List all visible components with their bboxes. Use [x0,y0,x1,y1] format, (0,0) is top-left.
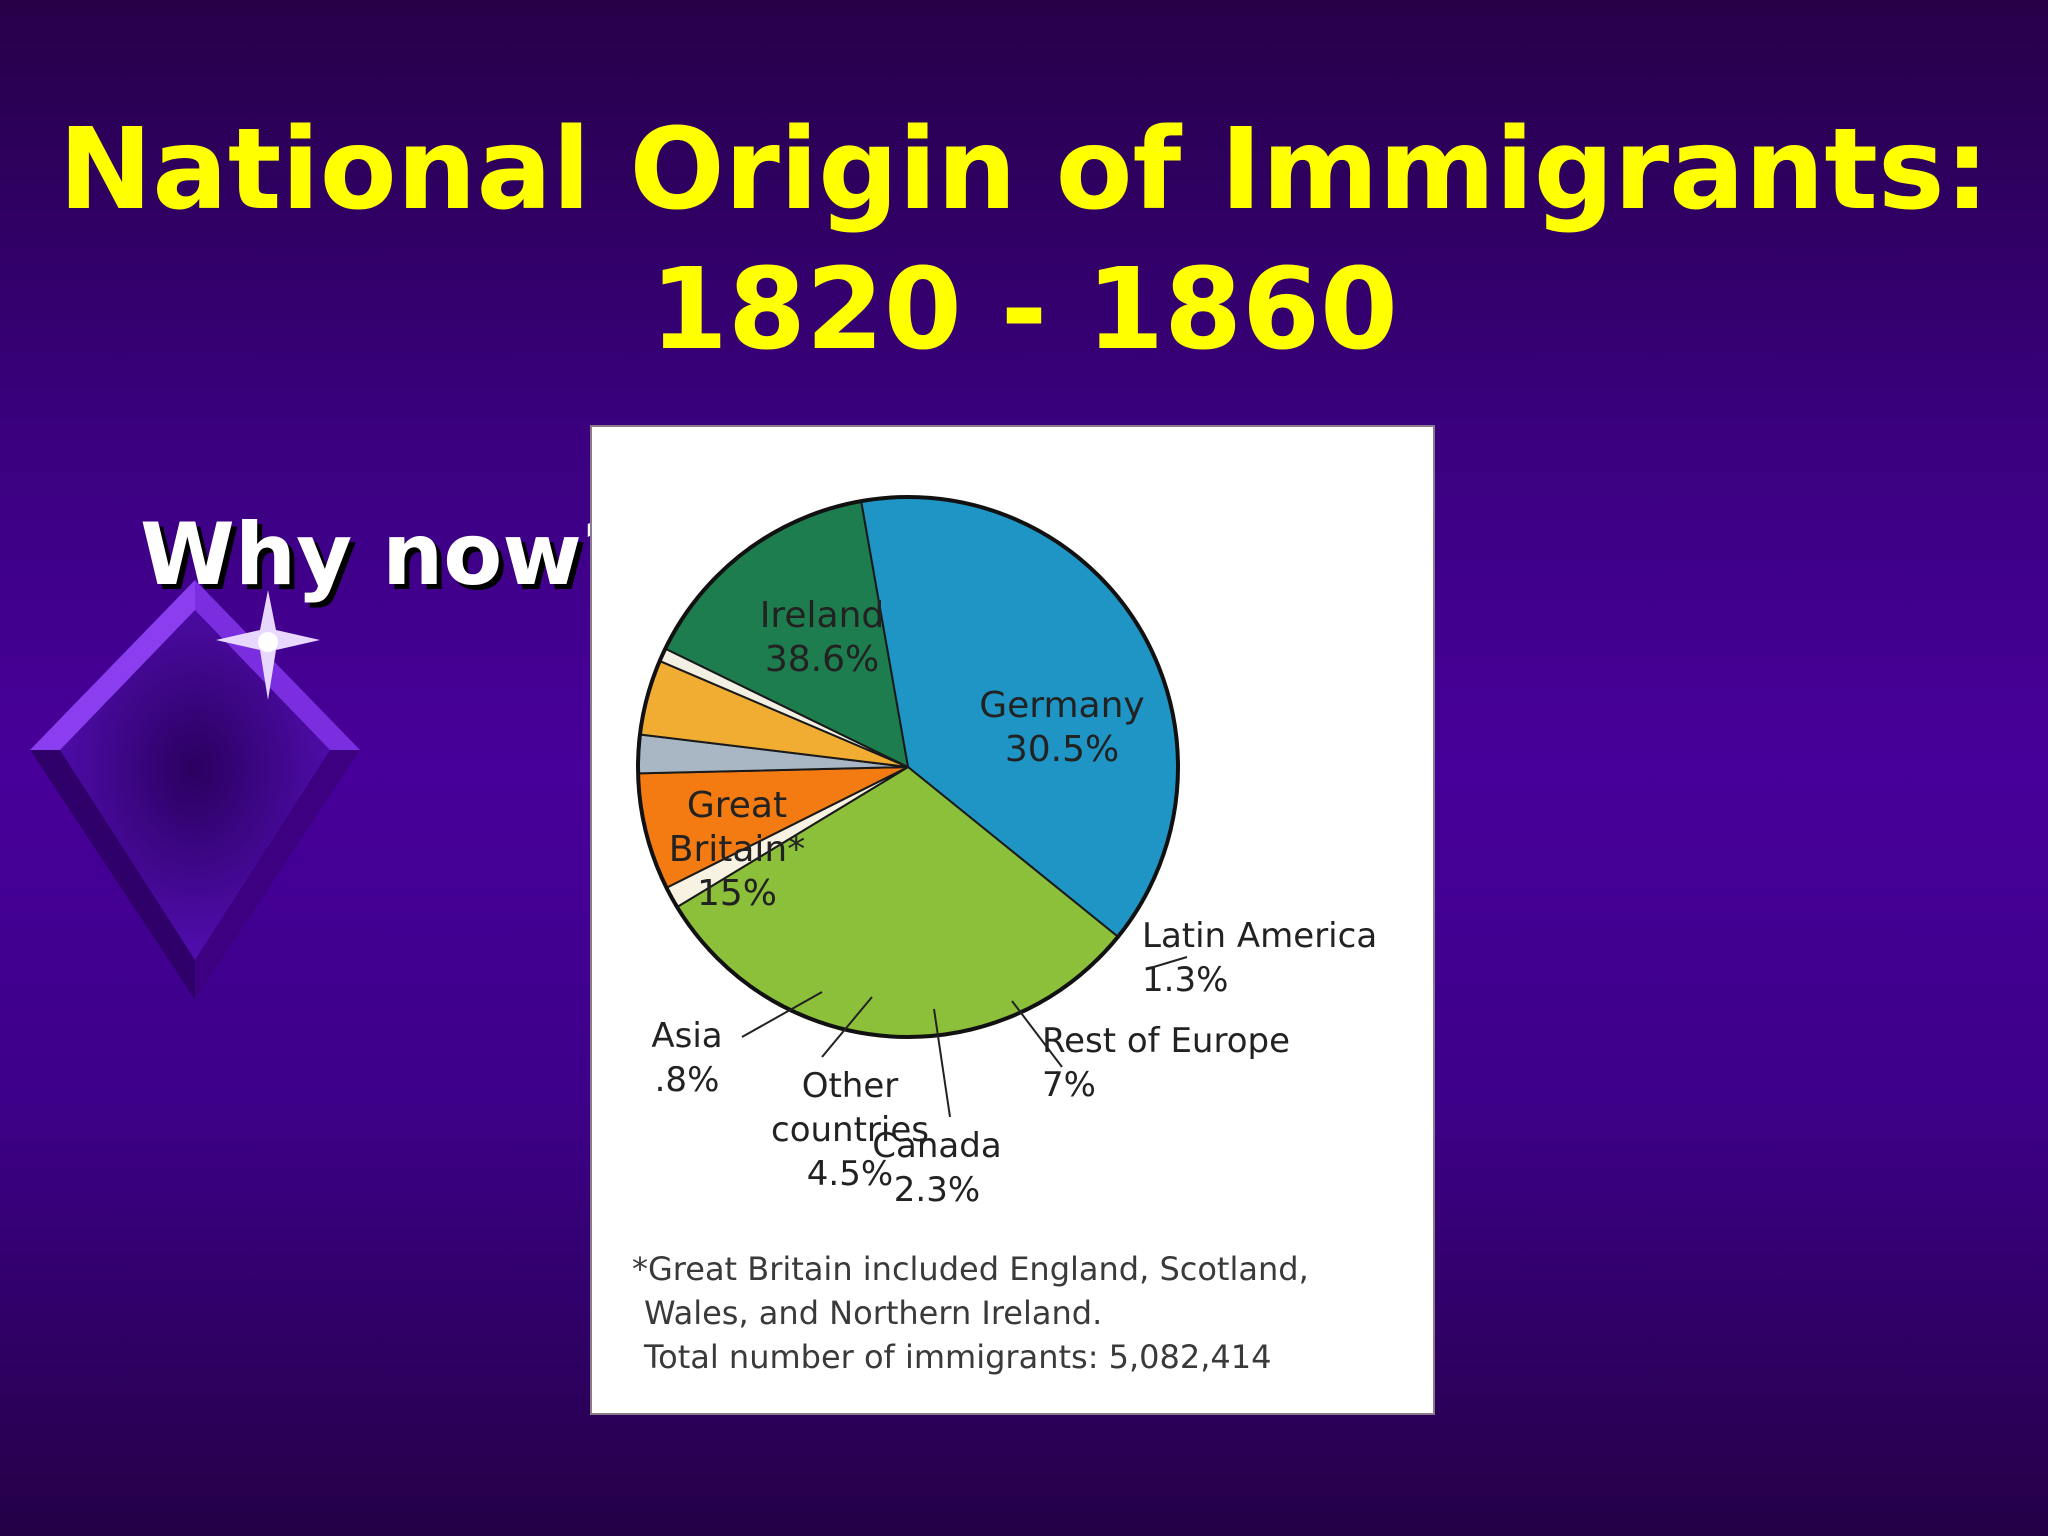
leader-line [1011,1000,1063,1068]
label-germany: Germany 30.5% [979,685,1144,770]
leader-line [1146,956,1188,970]
label-line: Canada [872,1126,1001,1166]
footnote-line: Wales, and Northern Ireland. [644,1294,1103,1332]
label-line: 38.6% [765,639,879,680]
label-line: Ireland [760,595,885,636]
pie-outline [636,495,1180,1039]
chart-footnote: *Great Britain included England, Scotlan… [632,1247,1412,1379]
label-line: 30.5% [1005,729,1119,770]
pie-chart: Ireland 38.6% Germany 30.5% Latin America 1.3… [636,495,1377,1210]
sparkle-icon [216,590,320,700]
label-line: Great [687,785,787,826]
label-line: Britain* [669,829,806,870]
label-asia: Asia .8% [651,1016,722,1100]
label-line: 7% [1042,1065,1096,1105]
diamond-bullet-icon [30,580,360,1000]
leader-line [821,996,873,1058]
label-line: 15% [697,873,777,914]
label-canada: Canada 2.3% [872,1126,1001,1210]
label-latin-america: Latin America 1.3% [1142,916,1377,1000]
why-now-bullet: Why now? [140,505,632,605]
label-line: 1.3% [1142,960,1228,1000]
title-line-1: National Origin of Immigrants: [58,105,1990,235]
label-line: countries [771,1110,929,1150]
label-line: Other [802,1066,899,1106]
label-line: Rest of Europe [1042,1021,1290,1061]
title-line-2: 1820 - 1860 [650,245,1398,375]
label-line: .8% [655,1060,720,1100]
label-line: Germany [979,685,1144,726]
footnote-line: Total number of immigrants: 5,082,414 [644,1338,1272,1376]
label-line: 2.3% [894,1170,980,1210]
label-great-britain: Great Britain* 15% [669,785,806,914]
label-ireland: Ireland 38.6% [760,595,885,680]
pie-chart-panel: Ireland 38.6% Germany 30.5% Latin America 1.3… [590,425,1435,1415]
slide-title: National Origin of Immigrants: 1820 - 18… [0,100,2048,380]
leader-line [741,991,823,1038]
label-line: Latin America [1142,916,1377,956]
label-other-countries: Other countries 4.5% [771,1066,929,1194]
label-line: Asia [651,1016,722,1056]
label-rest-of-europe: Rest of Europe 7% [1042,1021,1290,1105]
label-line: 4.5% [807,1154,893,1194]
footnote-line: *Great Britain included England, Scotlan… [632,1250,1309,1288]
leader-line [933,1008,951,1118]
